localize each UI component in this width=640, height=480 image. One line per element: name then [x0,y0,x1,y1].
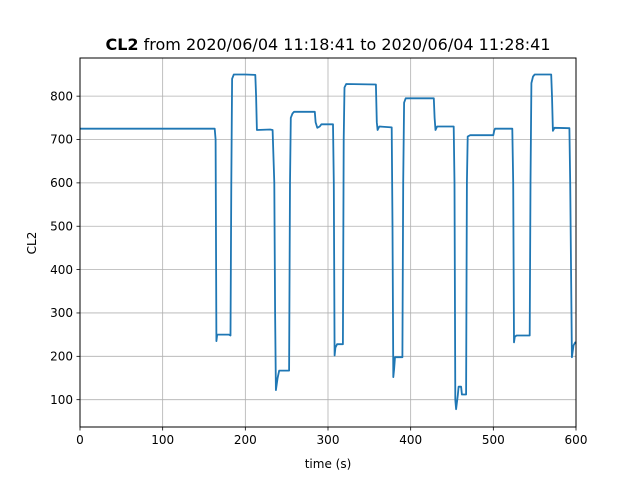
chart-title-rest: from 2020/06/04 11:18:41 to 2020/06/04 1… [139,35,551,54]
y-tick-label: 500 [50,219,73,233]
x-tick-label: 500 [482,433,505,447]
chart-title-bold: CL2 [105,35,138,54]
y-tick-label: 800 [50,89,73,103]
x-tick-label: 600 [565,433,588,447]
line-series [80,73,577,411]
x-axis-label: time (s) [305,457,352,471]
x-tick-label: 300 [317,433,340,447]
x-tick-label: 200 [234,433,257,447]
y-tick-label: 300 [50,306,73,320]
y-tick-label: 600 [50,176,73,190]
x-tick-label: 400 [399,433,422,447]
axis-ticks: 0 100 200 300 400 500 600 100 200 300 400 500 600 700… [50,89,587,447]
chart-title: CL2 from 2020/06/04 11:18:41 to 2020/06/… [105,35,550,54]
y-tick-label: 400 [50,263,73,277]
y-tick-label: 700 [50,133,73,147]
y-tick-label: 100 [50,393,73,407]
series-line [80,73,577,411]
grid-lines [79,58,577,427]
x-tick-label: 100 [151,433,174,447]
y-axis-label: CL2 [25,232,39,255]
x-tick-label: 0 [76,433,84,447]
y-tick-label: 200 [50,350,73,364]
